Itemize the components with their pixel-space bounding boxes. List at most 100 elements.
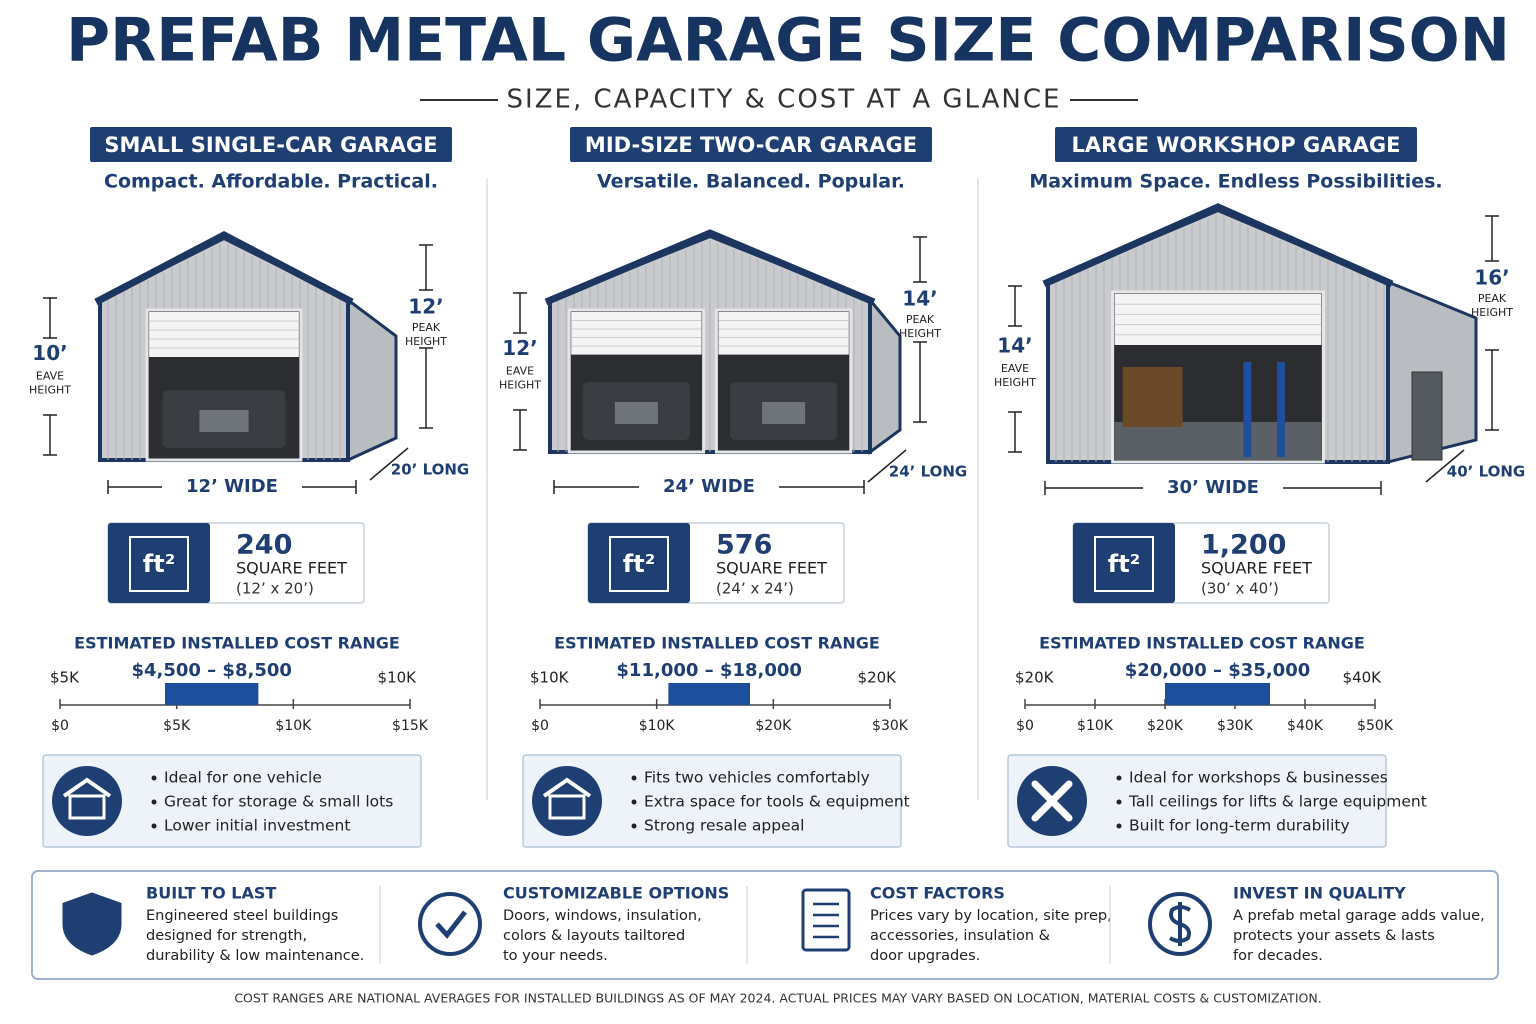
bullet: [631, 799, 637, 805]
area-icon-bg: [1073, 523, 1175, 603]
eave-height: 12’: [502, 336, 537, 360]
tick-label: $30K: [1217, 718, 1254, 734]
roll-up-door: [1114, 294, 1322, 345]
area-value: 576: [716, 530, 772, 561]
cost-range-label: $20,000 – $35,000: [1125, 660, 1311, 681]
bullet: [1116, 775, 1122, 781]
column-title: LARGE WORKSHOP GARAGE: [1072, 133, 1401, 157]
feature-icon: [52, 766, 122, 836]
bullet: [1116, 823, 1122, 829]
tick-label: $50K: [1357, 718, 1394, 734]
range-end-label: $10K: [530, 669, 570, 687]
peak-label: HEIGHT: [1471, 306, 1513, 319]
footer-text: A prefab metal garage adds value,: [1233, 908, 1485, 924]
tick-label: $20K: [1147, 718, 1184, 734]
eave-label: EAVE: [1001, 362, 1029, 375]
cost-range-bar: [668, 683, 750, 705]
feature-text: Great for storage & small lots: [164, 793, 393, 811]
width-label: 30’ WIDE: [1167, 477, 1259, 498]
roof-edge: [94, 231, 354, 306]
cost-range-label: $4,500 – $8,500: [131, 660, 291, 681]
feature-icon: [532, 766, 602, 836]
tick-label: $0: [1016, 718, 1034, 734]
eave-label: HEIGHT: [29, 384, 71, 397]
eave-label: EAVE: [36, 370, 64, 383]
footnote: COST RANGES ARE NATIONAL AVERAGES FOR IN…: [234, 991, 1321, 1006]
roll-up-door: [718, 312, 849, 355]
range-end-label: $10K: [378, 669, 418, 687]
area-icon-frame: [129, 536, 189, 592]
length-label: 40’ LONG: [1447, 463, 1525, 481]
length-label: 24’ LONG: [889, 463, 967, 481]
area-dims: (24’ x 24’): [716, 580, 794, 598]
footer-text: protects your assets & lasts: [1233, 928, 1435, 944]
tick-label: $5K: [163, 718, 191, 734]
footer-text: to your needs.: [503, 948, 608, 964]
range-end-label: $20K: [1015, 669, 1055, 687]
footer-text: colors & layouts tailtored: [503, 928, 685, 944]
feature-text: Fits two vehicles comfortably: [644, 769, 870, 787]
feature-box: [1007, 754, 1387, 848]
icon-stroke: [542, 777, 592, 798]
length-line: [1425, 449, 1465, 483]
peak-label: HEIGHT: [899, 327, 941, 340]
bullet: [151, 775, 157, 781]
area-icon-bg: [108, 523, 210, 603]
subtitle: SIZE, CAPACITY & COST AT A GLANCE: [507, 85, 1062, 115]
peak-label: PEAK: [1478, 292, 1507, 305]
area-dims: (30’ x 40’): [1201, 580, 1279, 598]
area-icon: ft²: [1108, 550, 1140, 578]
peak-label: PEAK: [412, 321, 441, 334]
footer-icon: [1168, 902, 1192, 946]
tick-label: $20K: [755, 718, 792, 734]
icon-stroke: [68, 794, 106, 820]
peak-height: 14’: [902, 287, 937, 311]
tick-label: $0: [531, 718, 549, 734]
tick-label: $0: [51, 718, 69, 734]
cost-range-label: $11,000 – $18,000: [616, 660, 802, 681]
tick-label: $40K: [1287, 718, 1324, 734]
icon-stroke: [1031, 780, 1073, 822]
length-label: 20’ LONG: [391, 461, 469, 479]
bullet: [151, 823, 157, 829]
roof-edge: [1042, 203, 1394, 288]
peak-label: PEAK: [906, 313, 935, 326]
column-title-box: [1055, 127, 1417, 162]
tagline: Compact. Affordable. Practical.: [104, 171, 438, 193]
footer-text: door upgrades.: [870, 948, 980, 964]
tick-label: $10K: [1077, 718, 1114, 734]
footer-title: CUSTOMIZABLE OPTIONS: [503, 884, 729, 903]
tick-label: $15K: [392, 718, 429, 734]
roll-up-door: [571, 312, 702, 355]
peak-label: HEIGHT: [405, 335, 447, 348]
column-title-box: [570, 127, 932, 162]
truck-grille: [762, 402, 806, 424]
feature-text: Ideal for one vehicle: [164, 769, 322, 787]
workshop-floor: [1114, 422, 1322, 460]
tagline: Versatile. Balanced. Popular.: [597, 171, 905, 193]
truck-grille: [199, 410, 249, 432]
footer-text: for decades.: [1233, 948, 1323, 964]
peak-height: 12’: [408, 295, 443, 319]
feature-text: Strong resale appeal: [644, 817, 804, 835]
area-dims: (12’ x 20’): [236, 580, 314, 598]
tick-label: $10K: [639, 718, 676, 734]
feature-text: Tall ceilings for lifts & large equipmen…: [1128, 793, 1427, 811]
icon-stroke: [548, 794, 586, 820]
eave-label: HEIGHT: [994, 376, 1036, 389]
eave-height: 14’: [997, 334, 1032, 358]
feature-text: Extra space for tools & equipment: [644, 793, 910, 811]
footer-text: accessories, insulation &: [870, 928, 1050, 944]
area-unit: SQUARE FEET: [236, 559, 347, 578]
page-title: PREFAB METAL GARAGE SIZE COMPARISON: [66, 6, 1510, 76]
length-line: [867, 449, 907, 483]
bullet: [631, 775, 637, 781]
peak-height: 16’: [1474, 266, 1509, 290]
range-end-label: $40K: [1343, 669, 1383, 687]
range-end-label: $5K: [50, 669, 80, 687]
area-icon: ft²: [143, 550, 175, 578]
feature-text: Ideal for workshops & businesses: [1129, 769, 1388, 787]
area-icon: ft²: [623, 550, 655, 578]
shelf: [1122, 367, 1183, 427]
